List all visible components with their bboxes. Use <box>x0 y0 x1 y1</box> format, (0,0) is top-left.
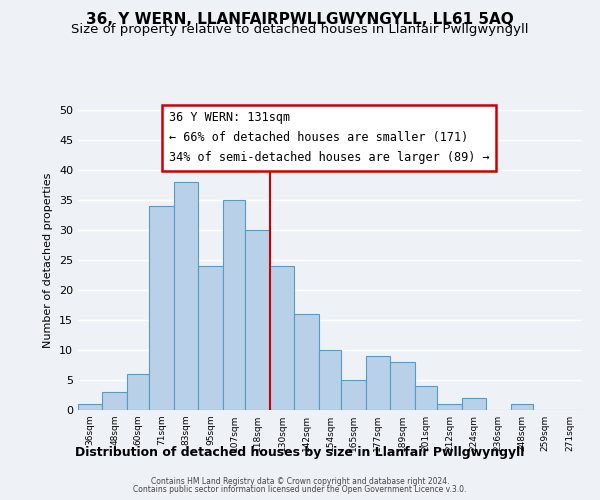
Bar <box>149 206 174 410</box>
Bar <box>103 392 127 410</box>
Bar <box>366 356 390 410</box>
Text: Contains HM Land Registry data © Crown copyright and database right 2024.: Contains HM Land Registry data © Crown c… <box>151 476 449 486</box>
Bar <box>415 386 437 410</box>
Text: 36, Y WERN, LLANFAIRPWLLGWYNGYLL, LL61 5AQ: 36, Y WERN, LLANFAIRPWLLGWYNGYLL, LL61 5… <box>86 12 514 28</box>
Bar <box>437 404 461 410</box>
Bar <box>199 266 223 410</box>
Bar <box>341 380 366 410</box>
Bar <box>390 362 415 410</box>
Bar <box>78 404 103 410</box>
Y-axis label: Number of detached properties: Number of detached properties <box>43 172 53 348</box>
Bar <box>270 266 294 410</box>
Text: Contains public sector information licensed under the Open Government Licence v.: Contains public sector information licen… <box>133 486 467 494</box>
Bar <box>319 350 341 410</box>
Bar <box>461 398 486 410</box>
Bar <box>511 404 533 410</box>
Bar <box>223 200 245 410</box>
Bar <box>127 374 149 410</box>
Bar <box>245 230 270 410</box>
Bar <box>294 314 319 410</box>
Text: Size of property relative to detached houses in Llanfair Pwllgwyngyll: Size of property relative to detached ho… <box>71 22 529 36</box>
Text: Distribution of detached houses by size in Llanfair Pwllgwyngyll: Distribution of detached houses by size … <box>76 446 524 459</box>
Bar <box>174 182 199 410</box>
Text: 36 Y WERN: 131sqm
← 66% of detached houses are smaller (171)
34% of semi-detache: 36 Y WERN: 131sqm ← 66% of detached hous… <box>169 112 490 164</box>
